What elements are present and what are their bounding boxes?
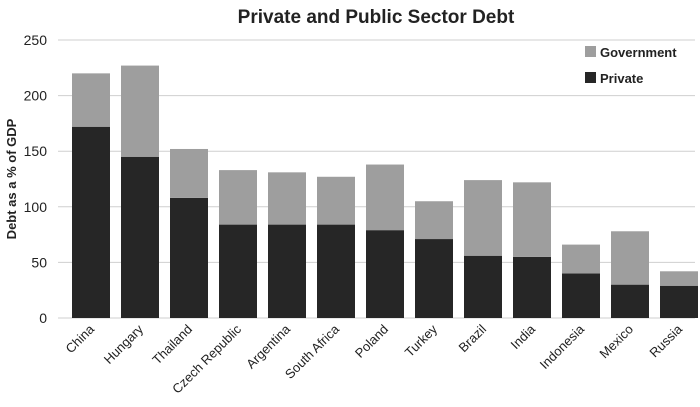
x-tick-label: Turkey [402,321,441,360]
legend-swatch-government [585,46,596,57]
x-tick-label: Mexico [596,322,636,362]
legend-label-private: Private [600,71,643,86]
bar-government-russia [660,271,698,286]
bars [72,65,698,319]
x-tick-label: Brazil [456,321,490,355]
bar-government-thailand [170,148,208,198]
x-tick-label: Russia [646,321,685,360]
x-tick-label: Indonesia [537,321,588,372]
y-axis-ticks: 0 50 100 150 200 250 [24,32,48,326]
bar-government-brazil [464,180,502,256]
x-tick-label: Argentina [243,321,294,372]
bar-private-india [513,256,551,318]
x-tick-label: Hungary [101,321,147,367]
y-axis-label: Debt as a % of GDP [4,118,19,239]
x-tick-label: Poland [352,322,391,361]
bar-private-indonesia [562,273,600,318]
bar-private-china [72,126,110,319]
legend: Government Private [585,45,677,86]
x-tick-label: India [508,321,539,352]
bar-private-mexico [611,284,649,318]
bar-government-indonesia [562,244,600,274]
y-tick-label: 0 [39,310,47,326]
legend-swatch-private [585,72,596,83]
bar-government-south-africa [317,176,355,225]
bar-private-hungary [121,156,159,318]
y-tick-label: 250 [24,32,48,48]
legend-label-government: Government [600,45,677,60]
y-tick-label: 50 [31,254,47,270]
chart-title: Private and Public Sector Debt [238,7,515,28]
bar-private-turkey [415,239,453,318]
bar-government-mexico [611,231,649,285]
x-tick-label: China [62,321,97,356]
bar-government-india [513,182,551,257]
y-tick-label: 150 [24,143,48,159]
x-tick-label: Thailand [149,322,195,368]
bar-private-argentina [268,224,306,318]
bar-private-russia [660,285,698,318]
bar-private-brazil [464,255,502,318]
bar-private-thailand [170,197,208,318]
bar-government-czech-republic [219,170,257,225]
y-tick-label: 200 [24,88,48,104]
bar-private-poland [366,230,404,318]
bar-private-south-africa [317,224,355,318]
y-tick-label: 100 [24,199,48,215]
bar-government-argentina [268,172,306,225]
bar-government-turkey [415,201,453,240]
bar-government-poland [366,164,404,231]
bar-government-hungary [121,65,159,157]
bar-government-china [72,73,110,127]
bar-private-czech-republic [219,224,257,318]
